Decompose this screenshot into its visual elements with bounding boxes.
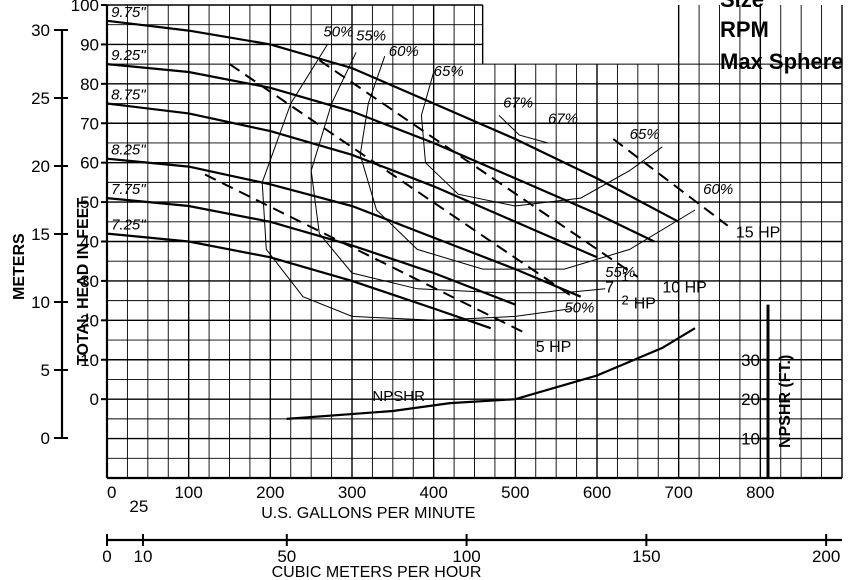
max-sphere-label: Max Sphere [720, 49, 844, 74]
efficiency-curve-1 [310, 52, 606, 294]
feet-tick-label: 10 [80, 351, 99, 370]
efficiency-label: 65% [434, 63, 464, 80]
feet-tick-label: 80 [80, 75, 99, 94]
cmh-tick-label: 50 [277, 547, 296, 566]
gpm-tick-label: 400 [419, 483, 447, 502]
gpm-tick-label: 800 [746, 483, 774, 502]
feet-axis-title: TOTAL HEAD IN FEET [75, 198, 92, 365]
efficiency-label: 60% [389, 43, 419, 60]
power-line-0 [204, 173, 524, 334]
axes [54, 4, 842, 546]
cmh-tick-label: 200 [812, 547, 840, 566]
gpm-tick-label: 25 [129, 497, 148, 516]
efficiency-label: 67% [503, 94, 533, 111]
meters-tick-label: 20 [31, 157, 50, 176]
efficiency-label: 55% [605, 264, 635, 281]
feet-tick-label: 30 [80, 272, 99, 291]
feet-tick-label: 40 [80, 233, 99, 252]
meters-tick-label: 0 [41, 429, 50, 448]
cmh-tick-label: 0 [102, 547, 111, 566]
feet-tick-label: 60 [80, 154, 99, 173]
efficiency-label: 55% [356, 27, 386, 44]
npshr-curve [286, 327, 696, 420]
cmh-tick-label: 10 [133, 547, 152, 566]
impeller-label: 8.25" [111, 142, 146, 159]
npshr-axis-title: NPSHR (FT.) [777, 355, 794, 448]
efficiency-curve-0 [261, 44, 573, 321]
gpm-axis-title: U.S. GALLONS PER MINUTE [261, 505, 475, 522]
power-label: 5 HP [536, 339, 572, 356]
impeller-curve-1 [106, 63, 655, 243]
efficiency-label: 65% [630, 126, 660, 143]
npshr-tick-label: 30 [741, 351, 760, 370]
feet-tick-label: 50 [80, 193, 99, 212]
cmh-tick-label: 150 [632, 547, 660, 566]
series [106, 19, 729, 420]
feet-tick-label: 70 [80, 114, 99, 133]
gpm-tick-label: 700 [664, 483, 692, 502]
power-label: 10 HP [662, 280, 706, 297]
power-label: 15 HP [736, 225, 780, 242]
impeller-label: 7.75" [111, 181, 146, 198]
gpm-tick-label: 500 [501, 483, 529, 502]
efficiency-label: 50% [564, 299, 594, 316]
impeller-label: 9.25" [111, 47, 146, 64]
meters-tick-label: 10 [31, 293, 50, 312]
efficiency-label: 67% [548, 110, 578, 127]
power-label: 7 [605, 280, 614, 297]
impeller-curve-2 [106, 102, 598, 259]
meters-tick-label: 15 [31, 225, 50, 244]
gpm-tick-label: 600 [583, 483, 611, 502]
gpm-tick-label: 100 [174, 483, 202, 502]
cmh-tick-label: 100 [452, 547, 480, 566]
feet-tick-label: 0 [90, 390, 99, 409]
meters-axis-title: METERS [11, 233, 28, 300]
impeller-curve-4 [106, 197, 516, 306]
power-label: 2 [622, 293, 629, 308]
feet-tick-label: 20 [80, 311, 99, 330]
npshr-tick-label: 20 [741, 390, 760, 409]
meters-tick-label: 5 [41, 361, 50, 380]
efficiency-curve-3 [420, 71, 663, 207]
chart-labels: 0102030405060708090100051015202530METERS… [11, 0, 840, 580]
efficiency-label: 60% [703, 181, 733, 198]
gpm-tick-label: 300 [338, 483, 366, 502]
impeller-label: 8.75" [111, 87, 146, 104]
efficiency-curve-4 [498, 115, 549, 144]
feet-tick-label: 90 [80, 35, 99, 54]
meters-tick-label: 25 [31, 89, 50, 108]
npshr-tick-label: 10 [741, 430, 760, 449]
power-line-3 [612, 138, 729, 227]
gpm-tick-label: 200 [256, 483, 284, 502]
cmh-axis-title: CUBIC METERS PER HOUR [272, 564, 482, 580]
impeller-label: 7.25" [111, 217, 146, 234]
impeller-label: 9.75" [111, 4, 146, 21]
feet-tick-label: 100 [71, 0, 99, 15]
meters-tick-label: 30 [31, 21, 50, 40]
size-label: Size [720, 0, 764, 14]
power-line-1 [228, 63, 574, 298]
impeller-curve-3 [106, 157, 582, 298]
power-label: HP [634, 296, 656, 313]
impeller-curve-0 [106, 19, 680, 223]
power-label: 1 [622, 269, 629, 284]
npshr-curve-label: NPSHR [372, 388, 425, 405]
efficiency-label: 50% [323, 24, 353, 41]
power-line-2 [318, 59, 639, 278]
gpm-tick-label: 0 [107, 483, 116, 502]
grid [106, 4, 843, 479]
impeller-curve-5 [106, 232, 492, 330]
